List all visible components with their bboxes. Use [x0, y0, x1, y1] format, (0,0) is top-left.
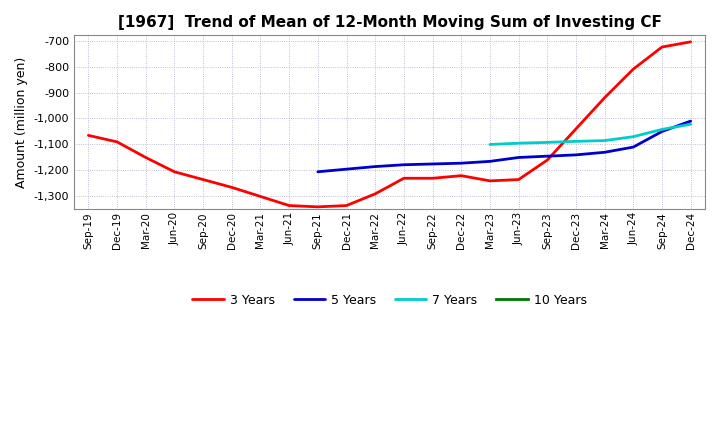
3 Years [657, 44, 666, 50]
3 Years [170, 169, 179, 174]
3 Years [572, 126, 580, 132]
3 Years [485, 178, 494, 183]
3 Years [199, 177, 207, 182]
5 Years [514, 155, 523, 160]
5 Years [457, 161, 466, 166]
5 Years [400, 162, 408, 167]
5 Years [543, 154, 552, 159]
3 Years [84, 133, 93, 138]
5 Years [686, 118, 695, 124]
7 Years [629, 134, 638, 139]
Legend: 3 Years, 5 Years, 7 Years, 10 Years: 3 Years, 5 Years, 7 Years, 10 Years [187, 289, 592, 312]
Y-axis label: Amount (million yen): Amount (million yen) [15, 57, 28, 188]
7 Years [514, 140, 523, 146]
5 Years [485, 159, 494, 164]
5 Years [629, 144, 638, 150]
3 Years [600, 95, 609, 100]
3 Years [514, 177, 523, 182]
7 Years [686, 121, 695, 127]
7 Years [600, 138, 609, 143]
5 Years [600, 150, 609, 155]
Line: 7 Years: 7 Years [490, 124, 690, 144]
5 Years [657, 129, 666, 134]
3 Years [686, 39, 695, 44]
3 Years [371, 191, 379, 197]
5 Years [572, 152, 580, 158]
3 Years [113, 139, 122, 144]
3 Years [629, 66, 638, 72]
3 Years [342, 203, 351, 208]
5 Years [313, 169, 322, 174]
3 Years [428, 176, 437, 181]
3 Years [285, 203, 294, 208]
3 Years [313, 204, 322, 209]
5 Years [342, 166, 351, 172]
7 Years [572, 139, 580, 144]
5 Years [371, 164, 379, 169]
3 Years [457, 173, 466, 178]
3 Years [228, 185, 236, 190]
Title: [1967]  Trend of Mean of 12-Month Moving Sum of Investing CF: [1967] Trend of Mean of 12-Month Moving … [117, 15, 662, 30]
Line: 3 Years: 3 Years [89, 42, 690, 207]
3 Years [256, 194, 265, 199]
3 Years [400, 176, 408, 181]
7 Years [657, 127, 666, 132]
Line: 5 Years: 5 Years [318, 121, 690, 172]
3 Years [141, 155, 150, 160]
5 Years [428, 161, 437, 167]
3 Years [543, 158, 552, 163]
7 Years [485, 142, 494, 147]
7 Years [543, 140, 552, 145]
